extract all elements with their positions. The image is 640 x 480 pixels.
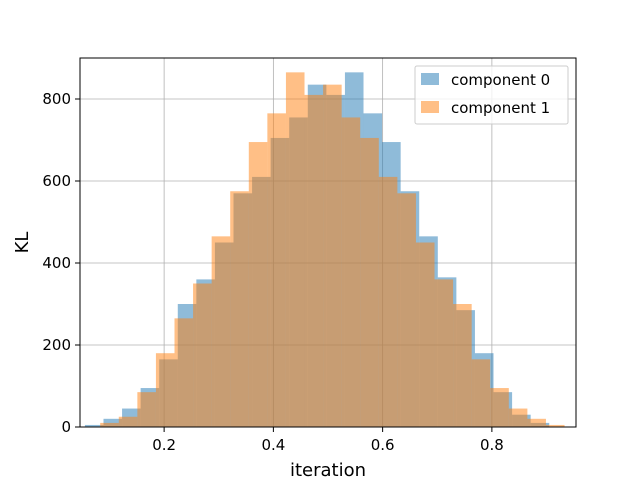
histogram-bar	[508, 408, 528, 427]
x-axis-label: iteration	[290, 460, 366, 480]
legend-label-component-0: component 0	[451, 71, 550, 89]
y-tick-label: 800	[42, 90, 71, 108]
legend: component 0 component 1	[414, 65, 569, 125]
histogram-bar	[453, 304, 472, 427]
histogram-bar	[118, 416, 138, 427]
histogram-bar	[84, 424, 104, 427]
histogram-bar	[155, 353, 175, 427]
histogram-bar	[360, 137, 379, 427]
histogram-bar	[545, 424, 565, 427]
legend-swatch-component-1	[421, 101, 439, 113]
histogram-bar	[397, 193, 416, 427]
histogram-bar	[267, 113, 286, 427]
histogram-bar	[193, 283, 212, 427]
legend-label-component-1: component 1	[451, 99, 550, 117]
y-tick-label: 600	[42, 172, 71, 190]
histogram-bar	[341, 117, 361, 427]
histogram-bar	[285, 72, 305, 427]
histogram-bar	[527, 418, 546, 427]
legend-box	[414, 65, 569, 125]
y-tick-label: 200	[42, 336, 71, 354]
histogram-bar	[137, 392, 156, 427]
histogram-bar	[230, 191, 249, 427]
x-tick-label: 0.6	[371, 436, 395, 454]
bars	[84, 72, 565, 428]
legend-swatch-component-0	[421, 73, 439, 85]
x-tick-label: 0.4	[261, 436, 285, 454]
tick-labels: 0.2 0.4 0.6 0.8 0 200 400 600 800	[42, 90, 503, 454]
histogram-bar	[490, 388, 509, 427]
tick-marks	[75, 98, 493, 432]
histogram-bar	[211, 236, 231, 427]
histogram-bar	[248, 142, 268, 428]
series-component-1	[100, 72, 565, 428]
x-tick-label: 0.2	[152, 436, 176, 454]
histogram-bar	[471, 359, 491, 427]
histogram-bar	[378, 176, 398, 427]
x-tick-label: 0.8	[480, 436, 504, 454]
histogram-bar	[304, 94, 324, 428]
y-tick-label: 400	[42, 254, 71, 272]
plot-frame	[79, 57, 577, 428]
y-tick-label: 0	[61, 418, 71, 436]
histogram-bar	[100, 422, 119, 427]
histogram-bar	[323, 84, 342, 428]
histogram-bar	[174, 318, 194, 427]
histogram-bar	[434, 279, 454, 427]
y-axis-label: KL	[12, 232, 33, 254]
histogram-bar	[415, 242, 435, 427]
